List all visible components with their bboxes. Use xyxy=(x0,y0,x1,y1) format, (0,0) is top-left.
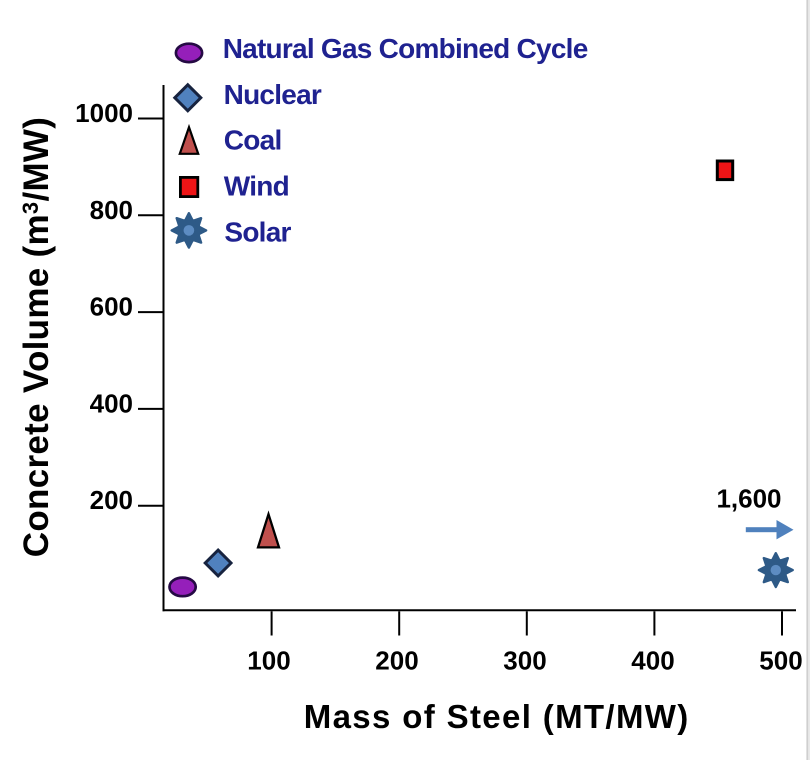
svg-text:Wind: Wind xyxy=(224,171,289,202)
svg-text:Natural Gas Combined Cycle: Natural Gas Combined Cycle xyxy=(223,33,588,64)
svg-text:500: 500 xyxy=(759,645,802,675)
svg-text:Solar: Solar xyxy=(224,216,291,247)
svg-text:800: 800 xyxy=(90,195,133,225)
svg-text:Coal: Coal xyxy=(224,125,282,156)
svg-text:Nuclear: Nuclear xyxy=(224,79,322,110)
svg-text:200: 200 xyxy=(90,485,133,515)
svg-text:200: 200 xyxy=(375,645,418,675)
svg-text:1000: 1000 xyxy=(75,98,133,128)
svg-text:600: 600 xyxy=(90,292,133,322)
svg-text:400: 400 xyxy=(631,645,674,675)
svg-text:1,600: 1,600 xyxy=(716,484,781,514)
svg-text:Concrete Volume (m3/MW): Concrete Volume (m3/MW) xyxy=(17,117,56,557)
svg-text:Mass of Steel (MT/MW): Mass of Steel (MT/MW) xyxy=(304,698,690,735)
svg-text:400: 400 xyxy=(90,388,133,418)
svg-text:100: 100 xyxy=(247,645,290,675)
svg-text:300: 300 xyxy=(503,645,546,675)
